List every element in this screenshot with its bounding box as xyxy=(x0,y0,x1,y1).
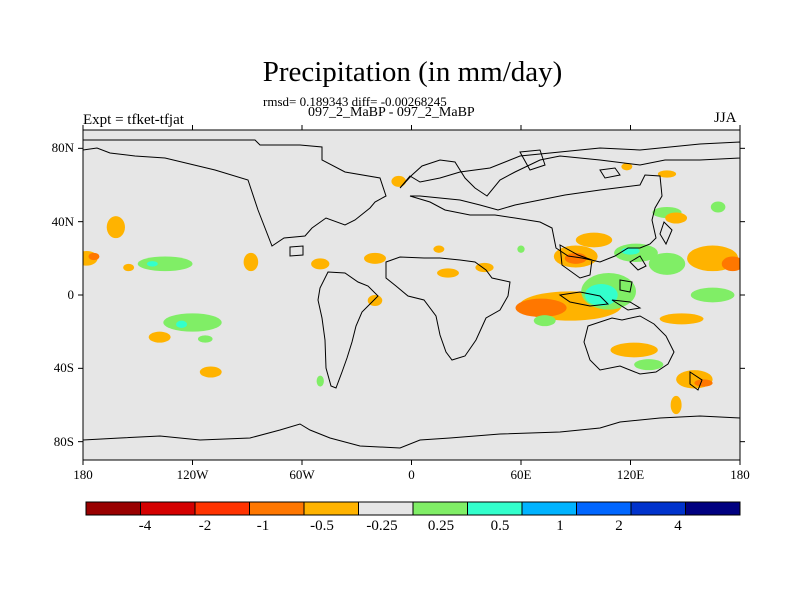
anomaly-region xyxy=(694,379,713,387)
anomaly-region xyxy=(648,252,686,275)
coast-asia-islands xyxy=(558,221,673,311)
colorbar-swatch xyxy=(358,501,414,516)
anomaly-region xyxy=(197,335,213,343)
colorbar-label: 0.25 xyxy=(427,518,455,534)
anomaly-region xyxy=(316,375,324,387)
colorbar-label: -1 xyxy=(256,518,270,534)
colorbar-label: -2 xyxy=(198,518,212,534)
anomaly-region xyxy=(670,395,682,415)
colorbar-swatch xyxy=(85,501,141,516)
colorbar-label: -4 xyxy=(138,518,152,534)
anomaly-region xyxy=(657,170,677,178)
map-title: Precipitation (in mm/day) xyxy=(262,56,563,88)
experiment-label: Expt = tfket-tfjat xyxy=(83,112,184,128)
y-tick-label: 40S xyxy=(53,360,74,376)
x-tick-label: 120W xyxy=(176,467,209,482)
anomaly-region xyxy=(106,216,125,239)
colorbar-swatch xyxy=(630,501,686,516)
anomaly-region xyxy=(176,320,188,329)
case-line: 097_2_MaBP - 097_2_MaBP xyxy=(308,105,475,120)
season-label: JJA xyxy=(714,110,737,126)
x-tick-label: 60W xyxy=(289,467,315,482)
anomaly-region xyxy=(437,268,459,278)
anomaly-region xyxy=(710,201,726,213)
anomaly-region xyxy=(148,331,171,343)
stats-line: rmsd= 0.189343 diff= -0.00268245 xyxy=(263,94,447,109)
y-tick-label: 80N xyxy=(51,140,74,156)
x-tick-label: 180 xyxy=(730,467,750,482)
coast-south-america xyxy=(317,271,379,389)
anomaly-layer xyxy=(83,163,740,415)
anomaly-region xyxy=(123,263,135,272)
coast-africa xyxy=(385,256,511,361)
coast-europe-asia xyxy=(399,141,740,279)
anomaly-region xyxy=(690,287,735,303)
y-tick-label: 40N xyxy=(51,213,74,229)
anomaly-region xyxy=(243,252,259,272)
anomaly-region xyxy=(433,245,445,253)
anomaly-region xyxy=(584,284,618,306)
x-tick-label: 60E xyxy=(510,467,532,482)
x-tick-label: 180 xyxy=(73,467,93,482)
anomaly-region xyxy=(610,342,658,358)
colorbar-swatch xyxy=(685,501,741,516)
x-tick-label: 120E xyxy=(616,467,645,482)
colorbar-swatch xyxy=(303,501,359,516)
anomaly-region xyxy=(665,212,688,224)
colorbar-swatch xyxy=(194,501,250,516)
anomaly-region xyxy=(88,252,100,261)
y-tick-label: 0 xyxy=(67,287,75,302)
anomaly-region xyxy=(621,163,633,171)
colorbar-label: -0.25 xyxy=(366,518,398,534)
anomaly-region xyxy=(659,313,704,325)
colorbar xyxy=(85,501,741,516)
coast-greenland xyxy=(519,149,621,179)
anomaly-region xyxy=(517,245,525,253)
anomaly-region xyxy=(575,232,613,248)
coast-australia xyxy=(583,315,703,391)
x-tick-label: 0 xyxy=(408,467,415,482)
colorbar-label: 1 xyxy=(556,518,564,534)
map-background xyxy=(83,130,740,460)
colorbar-swatch xyxy=(521,501,577,516)
colorbar-swatch xyxy=(412,501,468,516)
anomaly-region xyxy=(533,315,556,327)
colorbar-label: 2 xyxy=(615,518,623,534)
anomaly-region xyxy=(564,252,587,264)
colorbar-swatch xyxy=(576,501,632,516)
anomaly-region xyxy=(721,256,740,272)
colorbar-label: -0.5 xyxy=(310,518,334,534)
coast-north-america xyxy=(83,139,387,257)
axis-ticks xyxy=(78,125,745,465)
colorbar-label: 0.5 xyxy=(490,518,510,534)
anomaly-region xyxy=(163,313,222,332)
colorbar-swatch xyxy=(467,501,523,516)
coastlines xyxy=(83,139,740,460)
anomaly-region xyxy=(391,175,407,187)
colorbar-swatch xyxy=(249,501,305,516)
anomaly-region xyxy=(634,359,664,371)
anomaly-region xyxy=(364,252,386,264)
y-tick-label: 80S xyxy=(53,433,74,449)
coast-antarctica xyxy=(83,415,740,460)
anomaly-region xyxy=(311,258,330,270)
anomaly-region xyxy=(137,256,193,272)
anomaly-region xyxy=(146,261,158,267)
colorbar-swatch xyxy=(140,501,196,516)
colorbar-label: 4 xyxy=(674,518,682,534)
anomaly-region xyxy=(515,298,567,318)
anomaly-region xyxy=(199,366,222,378)
